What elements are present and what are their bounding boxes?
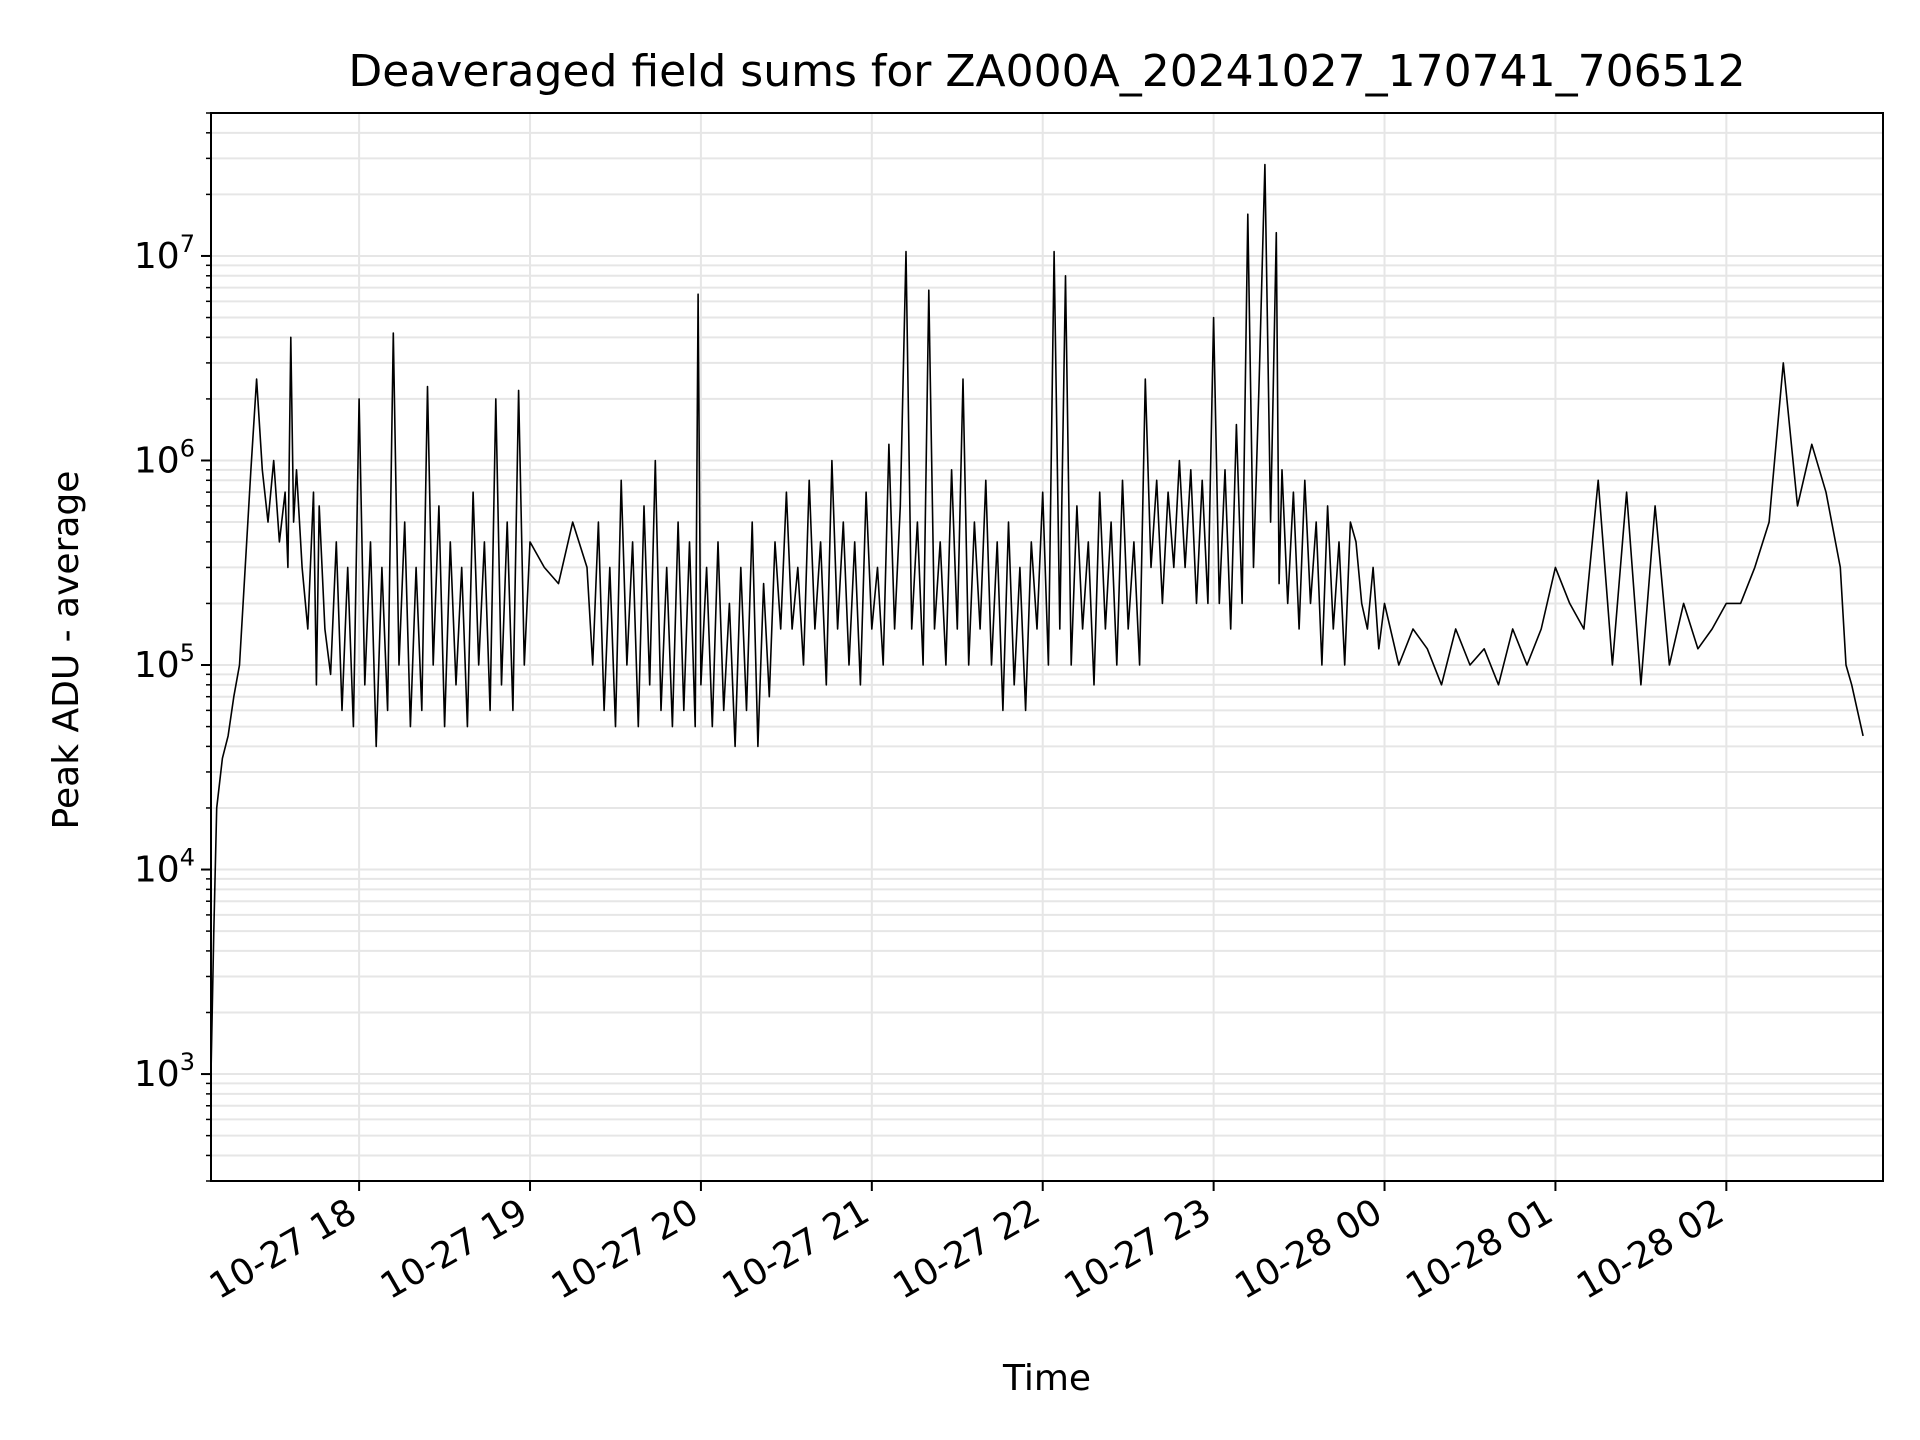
y-tick-label: 104 [134, 844, 195, 891]
y-tick-label: 107 [134, 230, 195, 277]
series-line [210, 163, 1864, 1075]
x-axis-label: Time [1002, 1358, 1091, 1399]
y-tick-label: 105 [134, 639, 195, 686]
chart-title: Deaveraged field sums for ZA000A_2024102… [348, 46, 1745, 97]
plot-frame [210, 112, 1884, 1182]
y-tick-label: 106 [134, 434, 195, 481]
y-tick-label: 103 [134, 1048, 195, 1095]
y-axis-label: Peak ADU - average [46, 471, 87, 830]
y-axis-ticks: 103 104 105 106 107 [134, 112, 211, 1182]
series-layer [210, 163, 1864, 1075]
grid [211, 112, 1883, 1182]
